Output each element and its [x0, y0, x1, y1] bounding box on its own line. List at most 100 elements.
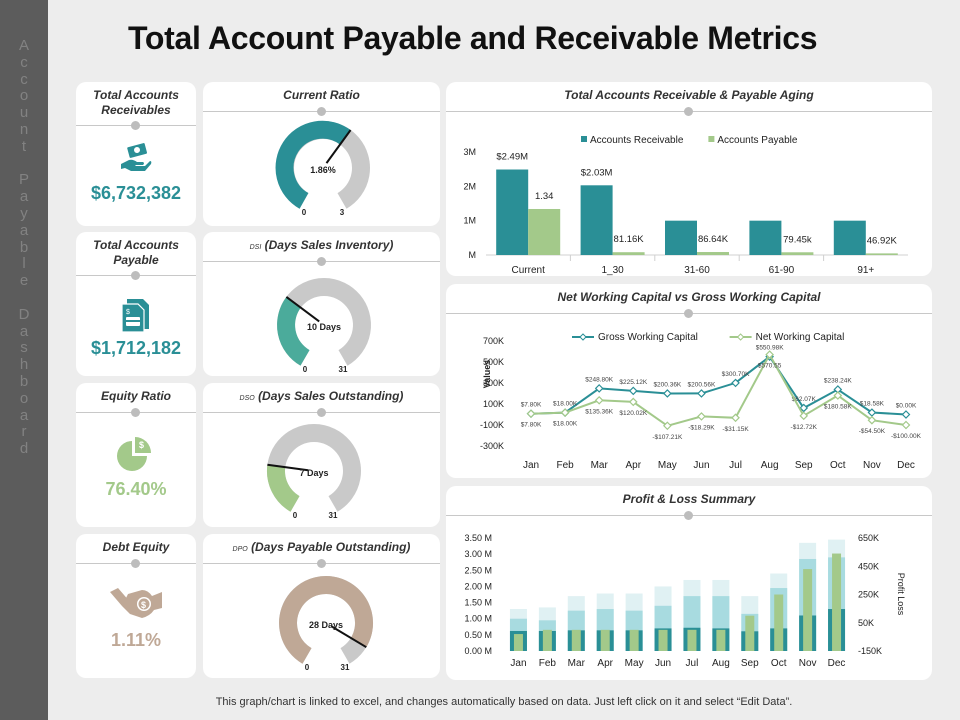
gauge-fill — [277, 296, 310, 366]
gauge-card-dsi: DSI (Days Sales Inventory) 10 Days 0 31 — [203, 232, 440, 376]
gauge-title-prefix: DSI — [249, 244, 262, 251]
sidebar-letter: n — [19, 120, 29, 138]
sidebar-letter: r — [21, 423, 27, 441]
data-label: $18.00K — [553, 401, 578, 408]
x-tick-label: Apr — [597, 658, 613, 669]
gauge-title: Current Ratio — [203, 88, 440, 105]
data-label: -$54.50K — [859, 428, 886, 435]
sidebar-letter: y — [20, 204, 28, 222]
series-line-net — [530, 352, 907, 427]
sidebar-letter: o — [19, 389, 29, 407]
data-label: 86.64K — [698, 234, 729, 245]
y-axis-title: Values — [482, 360, 492, 389]
y-left-tick-label: 2.50 M — [464, 565, 492, 575]
gauge-value-label: 1.86% — [310, 165, 336, 175]
bar-profit — [716, 629, 726, 651]
data-label: $248.80K — [585, 376, 613, 383]
gauge-card-current-ratio: Current Ratio 1.86% 0 3 — [203, 82, 440, 226]
x-tick-label: Current — [512, 265, 546, 276]
data-point — [594, 395, 604, 405]
x-tick-label: Sep — [741, 658, 759, 669]
y-right-tick-label: 650K — [858, 533, 879, 543]
nwc-chart-card: Net Working Capital vs Gross Working Cap… — [446, 284, 932, 478]
bar-profit — [571, 629, 581, 651]
bar-profit — [687, 629, 697, 651]
data-point — [901, 410, 911, 419]
y-tick-label: 700K — [483, 336, 504, 346]
y-right-tick-label: 250K — [858, 590, 879, 600]
legend-marker — [579, 333, 587, 341]
x-tick-label: Mar — [568, 658, 586, 669]
bar-profit — [803, 569, 813, 651]
bar-receivable — [749, 220, 782, 255]
legend-swatch — [708, 136, 715, 142]
sidebar-letter — [22, 156, 26, 173]
aging-bar-chart: Accounts Receivable Accounts Payable M 1M 2M… — [463, 135, 908, 276]
sidebar-letter: e — [19, 272, 29, 290]
data-label: -$107.21K — [652, 434, 683, 441]
kpi-title-equity: Equity Ratio — [100, 389, 171, 403]
kpi-title-payable: Total Accounts Payable — [76, 238, 196, 268]
data-label: $238.24K — [824, 377, 852, 384]
bar-receivable — [665, 220, 697, 255]
data-label: $300.70K — [722, 371, 750, 378]
gauge-needle — [267, 463, 309, 472]
sidebar-letter: b — [19, 372, 29, 390]
legend-swatch — [581, 136, 587, 142]
data-label: $180.58K — [824, 404, 852, 411]
separator-dot — [317, 408, 326, 417]
separator-dot — [684, 107, 693, 116]
y-left-tick-label: 0.50 M — [464, 630, 492, 640]
gauge-value-label: 28 Days — [309, 620, 343, 630]
gauge-max-label: 31 — [339, 365, 348, 374]
separator-dot — [317, 559, 326, 568]
data-point — [731, 378, 740, 388]
sidebar-letter: a — [19, 406, 29, 424]
x-tick-label: Nov — [799, 658, 817, 669]
x-tick-label: Mar — [591, 460, 609, 471]
data-label: -$100.00K — [891, 433, 922, 440]
sidebar-letter: a — [19, 221, 29, 239]
bar-profit — [774, 594, 784, 651]
pnl-bar-chart: 3.50 M 3.00 M 2.50 M 2.00 M 1.50 M 1.00 M 0.50… — [464, 533, 906, 669]
separator-dot — [131, 408, 140, 417]
x-tick-label: May — [658, 460, 677, 471]
bar-payable — [612, 252, 645, 255]
separator-dot — [684, 309, 693, 318]
bar-receivable — [496, 169, 529, 255]
x-tick-label: 31-60 — [684, 265, 710, 276]
x-tick-label: Aug — [761, 460, 779, 471]
y-left-tick-label: 3.50 M — [464, 533, 492, 543]
y-left-tick-label: 1.50 M — [464, 598, 492, 608]
data-label: -$31.15K — [722, 426, 749, 433]
kpi-card-payable: Total Accounts Payable $ $1,712,182 — [76, 232, 196, 376]
sidebar-letter: t — [21, 137, 27, 155]
data-label: 46.92K — [867, 235, 898, 246]
data-label: $2.49M — [496, 152, 528, 163]
page-title: Total Account Payable and Receivable Met… — [128, 20, 818, 56]
kpi-title-line2: Receivables — [101, 103, 171, 117]
x-tick-label: Jan — [523, 460, 539, 471]
gauge-dso: 7 Days 0 31 — [266, 424, 361, 520]
sidebar-letter: h — [19, 356, 29, 374]
bar-receivable — [580, 185, 613, 255]
sidebar-letter: A — [18, 37, 29, 54]
gauge-title-text: (Days Sales Inventory) — [264, 238, 394, 252]
gauge-max-label: 3 — [340, 208, 345, 217]
data-point — [526, 409, 536, 419]
x-tick-label: Feb — [539, 658, 557, 669]
svg-text:$: $ — [126, 309, 130, 316]
sidebar-letter: d — [19, 440, 29, 458]
gauge-fill — [266, 464, 300, 512]
legend-label: Accounts Receivable — [590, 135, 684, 146]
data-point — [594, 384, 604, 393]
x-tick-label: 91+ — [857, 265, 874, 276]
bar-receivable — [833, 220, 866, 255]
money-hand-icon — [121, 143, 152, 171]
x-tick-label: 1_30 — [601, 265, 624, 276]
kpi-value-payable: $1,712,182 — [90, 338, 182, 358]
gauge-title-text: (Days Payable Outstanding) — [251, 540, 411, 554]
kpi-value-equity: 76.40% — [105, 479, 167, 499]
data-point — [560, 408, 570, 417]
data-label: 81.16K — [614, 234, 645, 245]
